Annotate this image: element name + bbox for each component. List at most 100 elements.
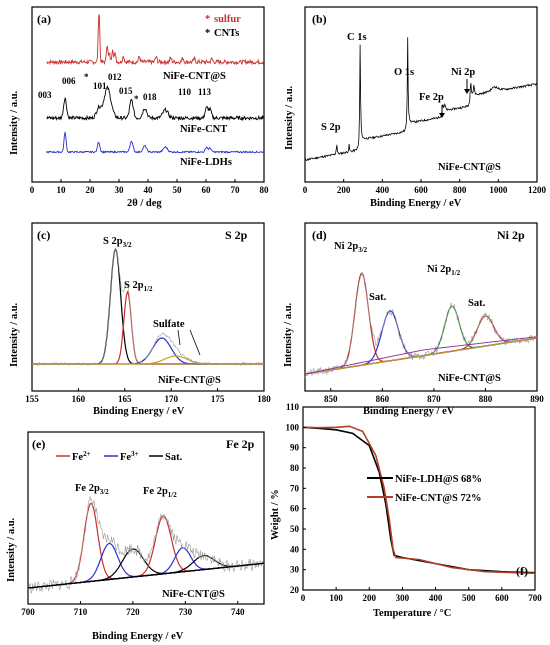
panel-e-x-tick-label: 710	[74, 607, 88, 617]
series-label-d: NiFe-CNT@S	[438, 373, 501, 384]
fe2p-arrowhead	[439, 113, 445, 118]
panel-a: (a) 0 10 20 30 40 50 60 70 80 * sulfur * CNTs Ni…	[9, 6, 269, 209]
f-ytick-label: 90	[290, 443, 300, 453]
panel-b-x-tick-label: 1000	[489, 185, 508, 195]
panel-f-xlabel: Temperature / °C	[373, 608, 451, 619]
panel-e-x-tick-label: 720	[126, 607, 140, 617]
panel-d-x-tick-label: 860	[376, 394, 390, 404]
ni2p-baseline-2	[304, 336, 538, 375]
fit-sulfate	[32, 337, 264, 365]
peak-o1s: O 1s	[394, 67, 414, 78]
legend-fe3: Fe3+	[120, 450, 139, 463]
panel-d-x-tick-label: 880	[479, 394, 493, 404]
panel-d: (d) Ni 2p 850 860 870 880 890 Ni 2p3/2 Sat. …	[283, 222, 544, 417]
panel-d-x-tick-label: 850	[324, 394, 338, 404]
panel-c-xticks: 155 160 165 170 175 180	[25, 388, 271, 404]
f-ytick-label: 70	[290, 483, 300, 493]
fit-ni-sat2	[304, 315, 538, 375]
panel-a-x-tick-label: 10	[57, 185, 67, 195]
peak-006: 006	[62, 76, 76, 86]
xrd-nife-cnt-line	[46, 85, 264, 122]
panel-b: (b) 0 200 400 600 800 1000 1200 C 1s O 1s Ni 2…	[284, 6, 547, 209]
panel-e-title: Fe 2p	[226, 437, 255, 451]
panel-c-x-tick-label: 165	[118, 394, 132, 404]
panel-c-x-tick-label: 160	[72, 394, 86, 404]
series-label-c: NiFe-CNT@S	[158, 375, 221, 386]
peak-003: 003	[38, 90, 52, 100]
f-xtick-label: 100	[329, 593, 343, 603]
panel-f: 0 100 200 300 400 500 600 700 20 30 40 50 60 70 80 90 10…	[270, 402, 542, 619]
panel-a-xticks: 0 10 20 30 40 50 60 70 80	[30, 179, 269, 195]
series-label-nife-ldhs: NiFe-LDHs	[180, 157, 232, 168]
fe2p-raw-line	[27, 496, 265, 595]
xps-survey-line	[304, 37, 538, 161]
panel-c-ylabel: Intensity / a.u.	[9, 302, 20, 367]
panel-a-x-tick-label: 50	[173, 185, 183, 195]
legend-star-cnts: *	[205, 28, 210, 39]
panel-a-xlabel: 2θ / deg	[127, 198, 162, 209]
panel-c-x-tick-label: 155	[25, 394, 39, 404]
panel-b-series	[304, 37, 538, 161]
label-fe2p12: Fe 2p1/2	[143, 486, 177, 499]
panel-c: (c) S 2p 155 160 165 170 175 180 S 2p3/2 S 2p…	[9, 222, 271, 417]
panel-e-x-tick-label: 740	[231, 607, 245, 617]
peak-cnt-star: *	[84, 72, 89, 82]
ni2p-arrowhead	[464, 89, 470, 94]
panel-a-label: (a)	[37, 12, 51, 26]
f-ytick-label: 60	[290, 504, 300, 514]
panel-e-x-tick-label: 730	[179, 607, 193, 617]
series-label-nife-cnt-s: NiFe-CNT@S	[163, 71, 226, 82]
series-label-e: NiFe-CNT@S	[162, 589, 225, 600]
panel-c-series	[31, 247, 265, 367]
panel-c-x-tick-label: 170	[164, 394, 178, 404]
fit-ni-sat1	[304, 310, 538, 375]
panel-c-x-tick-label: 175	[211, 394, 225, 404]
xrd-nife-ldhs-line	[46, 130, 264, 154]
legend-star-sulfur: *	[205, 14, 210, 25]
legend-cnt: NiFe-CNT@S 72%	[395, 493, 481, 504]
panel-a-x-tick-label: 30	[115, 185, 125, 195]
panel-b-ylabel: Intensity / a.u.	[284, 85, 295, 150]
f-xtick-label: 700	[528, 593, 542, 603]
f-ytick-label: 100	[286, 422, 300, 432]
fit-fe2p12	[27, 515, 264, 589]
peak-ni2p: Ni 2p	[451, 67, 475, 78]
panel-e-xlabel: Binding Energy / eV	[92, 631, 184, 642]
panel-b-label: (b)	[312, 12, 327, 26]
peak-018: 018	[143, 92, 157, 102]
sulfate-arrow-1	[177, 329, 181, 346]
fit-ni2p32	[304, 272, 538, 375]
f-ytick-label: 20	[290, 585, 300, 595]
peak-018-star: *	[134, 94, 139, 104]
f-xtick-label: 200	[363, 593, 377, 603]
panel-d-label: (d)	[312, 228, 327, 242]
panel-a-x-tick-label: 80	[260, 185, 270, 195]
panel-d-frame	[304, 222, 538, 392]
panel-b-x-tick-label: 0	[303, 185, 308, 195]
f-xtick-label: 400	[429, 593, 443, 603]
panel-d-ylabel: Intensity / a.u.	[283, 302, 294, 367]
label-sat-1: Sat.	[369, 292, 387, 303]
panel-a-ylabel: Intensity / a.u.	[9, 90, 20, 155]
panel-a-x-tick-label: 0	[30, 185, 35, 195]
panel-f-ylabel: Weight / %	[270, 489, 281, 540]
panel-e-ylabel: Intensity / a.u.	[6, 517, 17, 582]
peak-015: 015	[119, 86, 133, 96]
panel-d-x-tick-label: 870	[427, 394, 441, 404]
panel-e-x-tick-label: 700	[21, 607, 35, 617]
s2p-raw-line	[31, 247, 265, 367]
panel-d-xticks: 850 860 870 880 890	[324, 388, 544, 404]
panel-e: (e) Fe 2p 700 710 720 730 740 Fe2+ Fe3+ Sat.…	[6, 431, 265, 642]
panel-d-x-tick-label: 890	[530, 394, 544, 404]
f-xtick-label: 0	[301, 593, 306, 603]
series-label-b: NiFe-CNT@S	[438, 162, 501, 173]
f-ytick-label: 50	[290, 524, 300, 534]
panel-c-xlabel: Binding Energy / eV	[93, 406, 185, 417]
panel-f-label: (f)	[516, 564, 528, 578]
panel-a-x-tick-label: 20	[86, 185, 96, 195]
fit-s2p32	[32, 247, 264, 365]
f-xtick-label: 500	[462, 593, 476, 603]
panel-e-series	[27, 496, 265, 595]
fit-sulfate-2	[32, 355, 264, 365]
